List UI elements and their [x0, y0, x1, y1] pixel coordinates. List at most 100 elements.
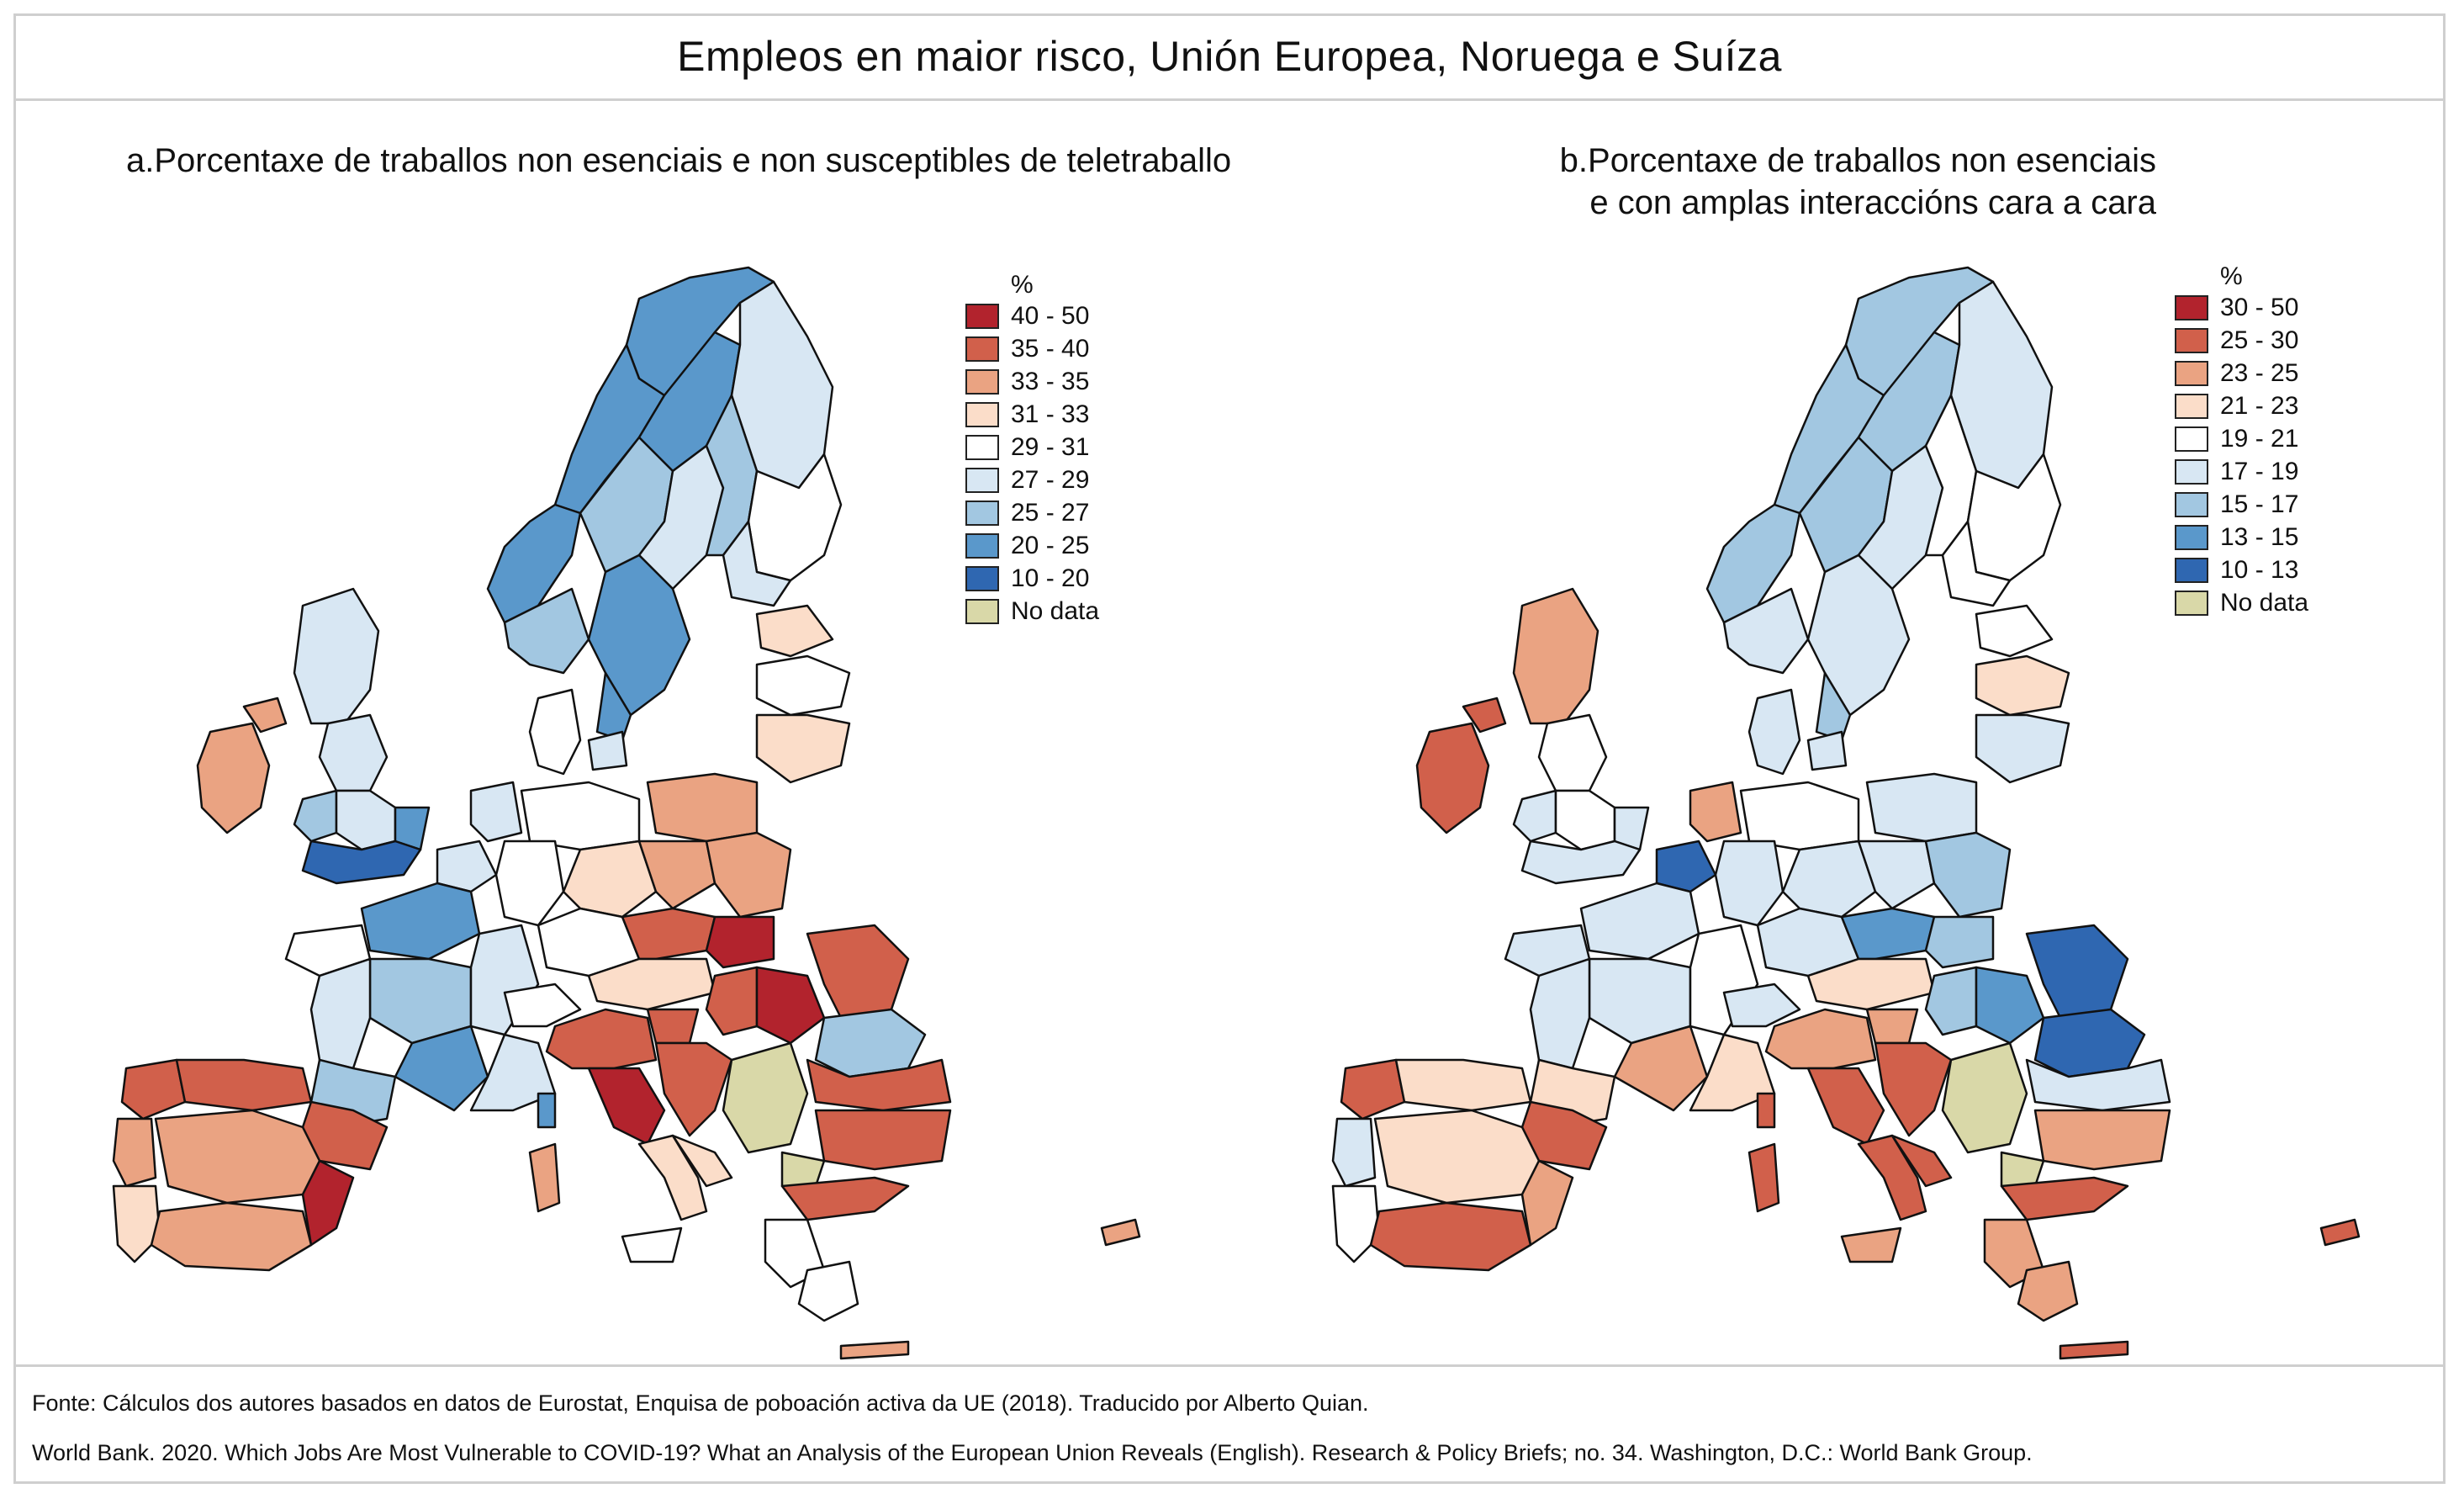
legend-unit: %: [2220, 262, 2243, 290]
region-greece-north: [2000, 1176, 2129, 1221]
region-galicia: [1340, 1058, 1406, 1120]
legend-swatch: [965, 532, 999, 559]
region-estonia: [1975, 604, 2054, 658]
region-england-mid: [335, 789, 397, 851]
legend-label: 29 - 31: [1011, 432, 1090, 461]
region-poland-north: [646, 772, 759, 843]
legend-label: No data: [1011, 596, 1100, 625]
region-bosnia-serbia: [722, 1041, 809, 1154]
figure-title: Empleos en maior risco, Unión Europea, N…: [13, 13, 2445, 101]
region-northern-ireland: [1462, 697, 1507, 734]
legend-label: 17 - 19: [2220, 457, 2299, 485]
legend-label: 10 - 13: [2220, 555, 2299, 584]
region-greece-south: [2017, 1260, 2079, 1322]
legend-item: 20 - 25: [965, 529, 1099, 562]
region-greece-north: [780, 1176, 910, 1221]
region-greece-south: [797, 1260, 859, 1322]
region-sicily: [621, 1226, 683, 1263]
region-wales: [293, 789, 338, 843]
panel-a-legend: % 40 - 50 35 - 40 33 - 35 31 - 33 29 - 31 27 …: [965, 271, 1099, 628]
region-galicia: [120, 1058, 187, 1120]
region-slovakia: [705, 915, 775, 969]
legend-swatch: [2175, 491, 2208, 517]
region-england-south: [301, 840, 422, 885]
legend-swatch: [2175, 590, 2208, 616]
region-crete: [839, 1340, 910, 1360]
region-poland-west: [1857, 840, 1936, 910]
region-romania-north: [806, 924, 910, 1020]
legend-swatch: [965, 467, 999, 493]
legend-swatch: [2175, 458, 2208, 485]
legend-item: 35 - 40: [965, 332, 1099, 365]
region-north-macedonia: [780, 1151, 826, 1188]
region-norway-south: [1722, 587, 1810, 675]
region-italy-north: [545, 1008, 658, 1070]
citation-note: World Bank. 2020. Which Jobs Are Most Vu…: [32, 1440, 2033, 1465]
region-crete: [2059, 1340, 2129, 1360]
region-france-north: [360, 882, 481, 961]
legend-swatch: [965, 401, 999, 427]
footer: Fonte: Cálculos dos autores basados en d…: [13, 1364, 2445, 1484]
region-germany-west: [1714, 840, 1785, 927]
region-belgium: [436, 840, 498, 893]
region-sardinia: [528, 1142, 561, 1213]
region-denmark-jutland: [528, 688, 582, 776]
region-hungary-east: [1975, 966, 2045, 1045]
region-north-macedonia: [2000, 1151, 2045, 1188]
legend-item: 40 - 50: [965, 299, 1099, 332]
region-france-west: [309, 957, 372, 1070]
region-estonia: [755, 604, 834, 658]
legend-label: 35 - 40: [1011, 334, 1090, 363]
region-hungary-east: [755, 966, 826, 1045]
region-england-north: [318, 713, 389, 792]
region-poland-north: [1865, 772, 1978, 843]
legend-swatch: [2175, 524, 2208, 550]
legend-label: 30 - 50: [2220, 293, 2299, 321]
legend-label: 21 - 23: [2220, 391, 2299, 420]
region-france-west: [1529, 957, 1591, 1070]
region-northern-ireland: [242, 697, 288, 734]
legend-label: 20 - 25: [1011, 531, 1090, 559]
region-italy-centre: [587, 1067, 666, 1146]
legend-item: 19 - 21: [2175, 422, 2308, 455]
legend-item: 27 - 29: [965, 463, 1099, 496]
region-croatia: [654, 1041, 733, 1137]
region-england-south: [1520, 840, 1642, 885]
region-spain-north: [1394, 1058, 1532, 1112]
region-italy-north: [1764, 1008, 1877, 1070]
region-bosnia-serbia: [1941, 1041, 2028, 1154]
region-croatia: [1874, 1041, 1953, 1137]
region-denmark-islands: [1806, 730, 1848, 771]
region-cyprus: [1100, 1218, 1141, 1247]
legend-label: 33 - 35: [1011, 367, 1090, 395]
legend-swatch: [965, 303, 999, 329]
legend-item: 30 - 50: [2175, 291, 2308, 324]
legend-swatch: [965, 500, 999, 526]
region-slovakia: [1924, 915, 1995, 969]
legend-label: 27 - 29: [1011, 465, 1090, 494]
region-hungary-west: [1924, 966, 1978, 1036]
region-germany-north: [520, 781, 641, 851]
legend-swatch: [2175, 426, 2208, 452]
region-corsica: [1756, 1092, 1776, 1129]
legend-label: 10 - 20: [1011, 564, 1090, 592]
region-spain-castile: [154, 1109, 321, 1205]
region-slovenia: [1865, 1008, 1919, 1045]
region-bulgaria: [814, 1109, 952, 1171]
region-poland-east: [1924, 831, 2012, 919]
legend-item: No data: [965, 595, 1099, 628]
region-latvia: [755, 654, 851, 717]
legend-swatch: [2175, 360, 2208, 386]
region-romania-centre: [814, 1008, 927, 1078]
region-finland-south: [1941, 520, 2012, 607]
legend-swatch: [965, 434, 999, 460]
region-czechia: [1840, 907, 1936, 961]
legend-item: 31 - 33: [965, 398, 1099, 431]
panel-b-map: [1331, 266, 2361, 1360]
region-england-north: [1537, 713, 1608, 792]
region-england-mid: [1554, 789, 1616, 851]
region-czechia: [621, 907, 716, 961]
legend-swatch: [965, 565, 999, 591]
region-slovenia: [646, 1008, 700, 1045]
region-france-southcentral: [394, 1025, 489, 1112]
